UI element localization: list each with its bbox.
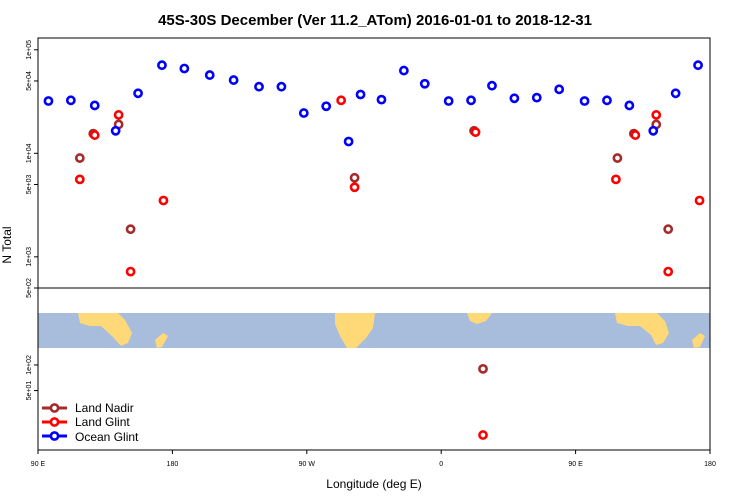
x-tick-label-4: 90 E	[568, 461, 583, 468]
ocean-glint-point-13	[343, 136, 354, 147]
map-strip	[38, 313, 710, 348]
land-glint-point-13	[694, 195, 705, 206]
land-nadir-point-3	[125, 224, 136, 235]
x-tick-label-2: 90 W	[299, 461, 316, 468]
ocean-glint-point-16	[398, 65, 409, 76]
land-glint-point-1	[89, 130, 100, 140]
land-mass-1	[155, 333, 168, 348]
ocean-glint-point-10	[276, 81, 287, 92]
ocean-glint-point-18	[443, 96, 454, 106]
ocean-glint-point-17	[419, 78, 430, 89]
ocean-glint-point-2	[89, 100, 100, 111]
land-glint-point-9	[611, 174, 621, 185]
lower-y-axis: 5e+01 1e+02	[26, 355, 38, 400]
ocean-glint-point-1	[65, 95, 76, 106]
ocean-glint-point-4	[133, 88, 143, 99]
land-glint-point-11	[651, 110, 662, 120]
ocean-glint-point-22	[531, 92, 542, 103]
data-points	[43, 60, 705, 440]
legend: Land Nadir Land Glint Ocean Glint	[42, 401, 139, 444]
land-glint-point-4	[158, 195, 169, 206]
ocean-glint-point-15	[376, 94, 387, 105]
land-nadir-point-0	[74, 153, 85, 163]
ocean-glint-point-11	[298, 108, 309, 118]
ocean-glint-point-19	[466, 95, 476, 106]
legend-marker-land-glint	[49, 417, 60, 427]
land-glint-point-10	[630, 130, 641, 140]
ocean-glint-point-7	[204, 70, 215, 80]
land-nadir-point-10	[663, 224, 674, 235]
x-tick-label-1: 180	[167, 461, 179, 468]
ocean-glint-point-29	[693, 60, 703, 71]
land-glint-point-7	[470, 127, 481, 138]
x-axis-label: Longitude (deg E)	[326, 477, 421, 491]
land-mass-3	[467, 313, 492, 324]
map-land	[78, 313, 705, 348]
land-mass-5	[692, 333, 705, 348]
land-glint-point-5	[336, 95, 347, 106]
land-glint-point-8	[478, 430, 488, 440]
land-glint-point-2	[113, 110, 124, 120]
ocean-glint-point-23	[554, 84, 565, 95]
ocean-glint-point-8	[228, 75, 239, 85]
land-nadir-point-6	[478, 363, 488, 374]
legend-marker-land-nadir	[49, 403, 60, 413]
x-tick-label-3: 0	[439, 461, 443, 468]
land-glint-point-12	[663, 266, 674, 277]
ocean-glint-point-6	[179, 63, 190, 74]
legend-label-ocean-glint: Ocean Glint	[75, 430, 139, 444]
upper-y-axis: 5e+02 1e+03 5e+03 1e+04 5e+04 1e+05	[26, 40, 38, 298]
ocean-glint-point-5	[157, 60, 167, 71]
land-nadir-point-4	[349, 172, 360, 183]
land-glint-point-0	[74, 174, 85, 185]
upper-y-tick-label-2: 5e+03	[26, 175, 33, 195]
lower-y-tick-label-1: 1e+02	[26, 355, 33, 375]
lower-plot-frame	[37, 287, 711, 451]
ocean-glint-point-9	[254, 81, 264, 92]
land-mass-2	[335, 313, 375, 348]
ocean-glint-point-3	[110, 125, 121, 136]
ocean-glint-point-25	[602, 95, 612, 106]
ocean-glint-point-12	[321, 101, 332, 112]
ocean-glint-point-28	[670, 88, 681, 99]
x-tick-label-0: 90 E	[31, 461, 46, 468]
legend-marker-ocean-glint	[49, 431, 60, 441]
legend-label-land-glint: Land Glint	[75, 415, 130, 429]
ocean-glint-point-24	[579, 96, 590, 106]
chart-title: 45S-30S December (Ver 11.2_ATom) 2016-01…	[158, 12, 592, 29]
upper-y-tick-label-3: 1e+04	[26, 143, 33, 163]
y-axis-label: N Total	[0, 226, 14, 263]
ocean-glint-point-21	[509, 93, 520, 104]
ocean-glint-point-27	[648, 125, 659, 136]
upper-y-tick-label-0: 5e+02	[26, 278, 33, 298]
ocean-glint-point-14	[355, 89, 366, 100]
land-glint-point-6	[349, 182, 360, 193]
ocean-glint-point-26	[624, 100, 635, 111]
ocean-glint-point-0	[43, 96, 54, 106]
legend-label-land-nadir: Land Nadir	[75, 401, 134, 415]
land-mass-0	[78, 313, 132, 346]
ocean-glint-point-20	[487, 80, 497, 91]
land-nadir-point-7	[612, 153, 623, 163]
land-mass-4	[615, 313, 669, 345]
upper-y-tick-label-1: 1e+03	[26, 247, 33, 267]
upper-y-tick-label-4: 5e+04	[26, 71, 33, 91]
x-axis: 90 E 180 90 W 0 90 E 180	[31, 450, 716, 468]
upper-y-tick-label-5: 1e+05	[26, 40, 33, 60]
lower-y-tick-label-0: 5e+01	[26, 381, 33, 401]
x-tick-label-5: 180	[704, 461, 716, 468]
land-glint-point-3	[125, 266, 136, 277]
upper-plot-frame	[37, 37, 711, 289]
